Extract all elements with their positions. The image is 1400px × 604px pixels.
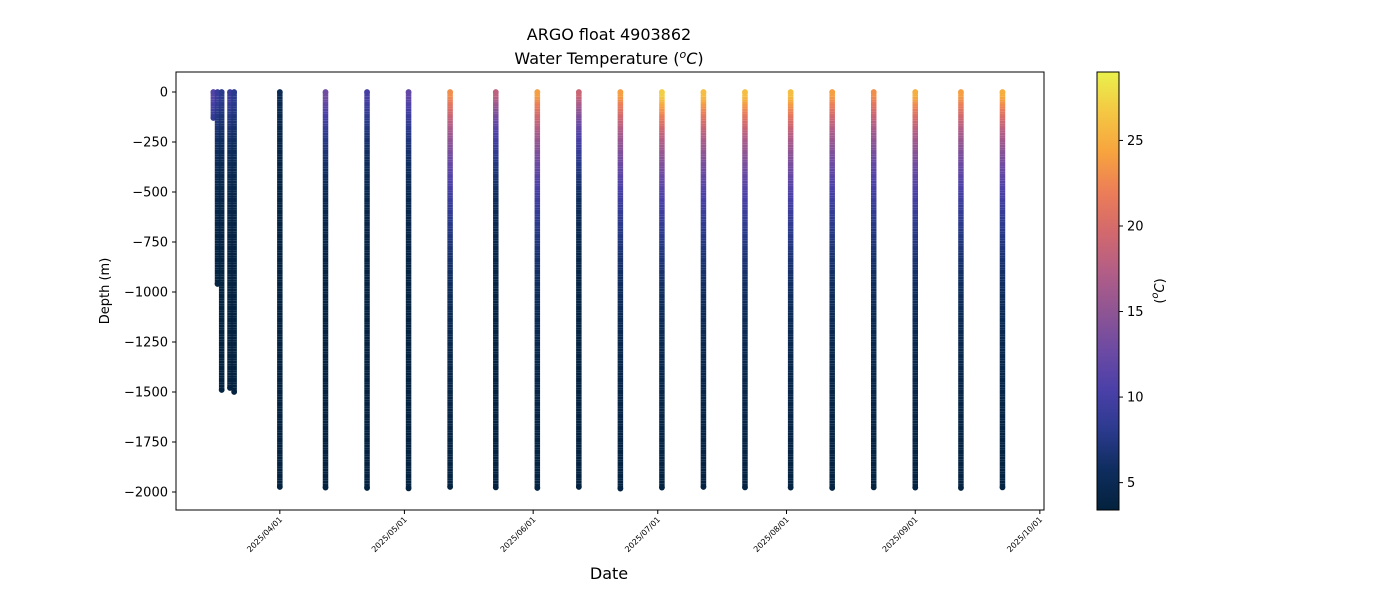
y-axis: 0 −250 −500 −750 −1000 −1250 −1500 −1750 −2000 <box>124 86 176 501</box>
colorbar-tick-label: 10 <box>1127 391 1144 406</box>
y-tick-label: −1750 <box>124 436 168 451</box>
profile-2025-08-02 <box>787 89 794 491</box>
profile-2025-07-02 <box>659 89 665 491</box>
x-tick-label: 2025/09/01 <box>881 515 920 554</box>
profile-2025-08-12 <box>829 89 836 491</box>
profile-2025-08-22 <box>870 89 877 491</box>
profile-surface-point <box>870 89 877 95</box>
x-tick-label: 2025/05/01 <box>370 515 409 554</box>
profile-bottom-point <box>492 484 499 491</box>
colorbar-tick-label: 15 <box>1127 305 1144 320</box>
profile-bottom-point <box>829 485 836 491</box>
profile-bottom-point <box>534 485 541 491</box>
y-tick-label: 0 <box>160 86 168 101</box>
profile-2025-03-17 <box>214 89 221 287</box>
colorbar-ticks: 5 10 15 20 25 <box>1119 134 1144 491</box>
profile-2025-07-12 <box>700 89 707 490</box>
x-tick-label: 2025/07/01 <box>623 515 662 554</box>
profile-bottom-point <box>659 484 665 491</box>
y-tick-label: −750 <box>132 236 168 251</box>
colorbar-tick-label: 5 <box>1127 476 1135 491</box>
profile-2025-06-12 <box>575 89 582 490</box>
x-tick-label: 2025/04/01 <box>245 515 284 554</box>
colorbar-tick-label: 25 <box>1127 134 1144 149</box>
profile-surface-point <box>617 89 624 95</box>
profile-bottom-point <box>218 387 225 393</box>
profile-2025-09-22 <box>999 89 1006 491</box>
profile-surface-point <box>999 89 1006 95</box>
y-axis-label: Depth (m) <box>98 258 113 325</box>
x-axis: 2025/04/01 2025/05/01 2025/06/01 2025/07/01… <box>245 510 1044 554</box>
profile-bottom-point <box>231 389 238 395</box>
profile-2025-06-22 <box>617 89 624 492</box>
profile-surface-point <box>218 89 225 95</box>
profile-surface-point <box>958 89 964 95</box>
chart-title: ARGO float 4903862 <box>527 25 691 44</box>
y-tick-label: −250 <box>132 136 168 151</box>
profile-bottom-point <box>364 485 370 491</box>
profile-2025-04-12 <box>322 89 329 491</box>
profile-2025-03-20 <box>227 89 233 391</box>
x-tick-label: 2025/10/01 <box>1005 515 1044 554</box>
profile-bottom-point <box>870 484 877 491</box>
colorbar-tick-label: 20 <box>1127 219 1144 234</box>
x-tick-label: 2025/06/01 <box>499 515 538 554</box>
y-tick-label: −1000 <box>124 286 168 301</box>
profile-surface-point <box>787 89 794 95</box>
profile-bottom-point <box>405 485 412 492</box>
profile-surface-point <box>231 89 238 95</box>
profile-surface-point <box>700 89 707 95</box>
profile-surface-point <box>405 89 412 95</box>
profile-surface-point <box>742 89 748 95</box>
x-tick-label: 2025/08/01 <box>752 515 791 554</box>
profile-surface-point <box>447 89 454 95</box>
profile-surface-point <box>492 89 499 95</box>
profile-bottom-point <box>575 484 582 490</box>
profile-bottom-point <box>617 485 624 492</box>
profile-2025-06-02 <box>534 89 541 491</box>
chart-subtitle: Water Temperature (oC) <box>514 48 703 68</box>
profile-surface-point <box>276 89 283 95</box>
profiles-layer <box>210 89 1006 492</box>
profile-surface-point <box>829 89 836 95</box>
y-tick-label: −500 <box>132 186 168 201</box>
y-tick-label: −1500 <box>124 386 168 401</box>
profile-2025-04-22 <box>364 89 370 491</box>
plot-frame <box>175 71 1045 511</box>
profile-2025-07-22 <box>742 89 748 491</box>
profile-surface-point <box>659 89 665 95</box>
profile-bottom-point <box>447 484 454 490</box>
profile-2025-09-12 <box>958 89 964 491</box>
profile-bottom-point <box>787 484 794 491</box>
profile-bottom-point <box>276 484 283 490</box>
profile-2025-05-12 <box>447 89 454 490</box>
y-tick-label: −1250 <box>124 336 168 351</box>
profile-surface-point <box>364 89 370 95</box>
profile-bottom-point <box>912 484 919 491</box>
profile-bottom-point <box>958 485 964 491</box>
profile-2025-03-21 <box>231 89 238 395</box>
profile-surface-point <box>912 89 919 95</box>
profile-surface-point <box>322 89 329 95</box>
profile-bottom-point <box>322 484 329 491</box>
profile-surface-point <box>534 89 541 95</box>
profile-2025-05-02 <box>405 89 412 492</box>
profile-bottom-point <box>999 484 1006 491</box>
x-axis-label: Date <box>590 564 628 583</box>
profile-bottom-point <box>742 484 748 491</box>
profile-2025-04-01 <box>276 89 283 490</box>
colorbar-label: (oC) <box>1150 278 1168 303</box>
profile-2025-03-18 <box>218 89 225 393</box>
colorbar <box>1096 71 1120 511</box>
profile-2025-09-01 <box>912 89 919 491</box>
profile-2025-05-23 <box>492 89 499 491</box>
y-tick-label: −2000 <box>124 486 168 501</box>
profile-surface-point <box>575 89 582 95</box>
profile-bottom-point <box>700 484 707 490</box>
